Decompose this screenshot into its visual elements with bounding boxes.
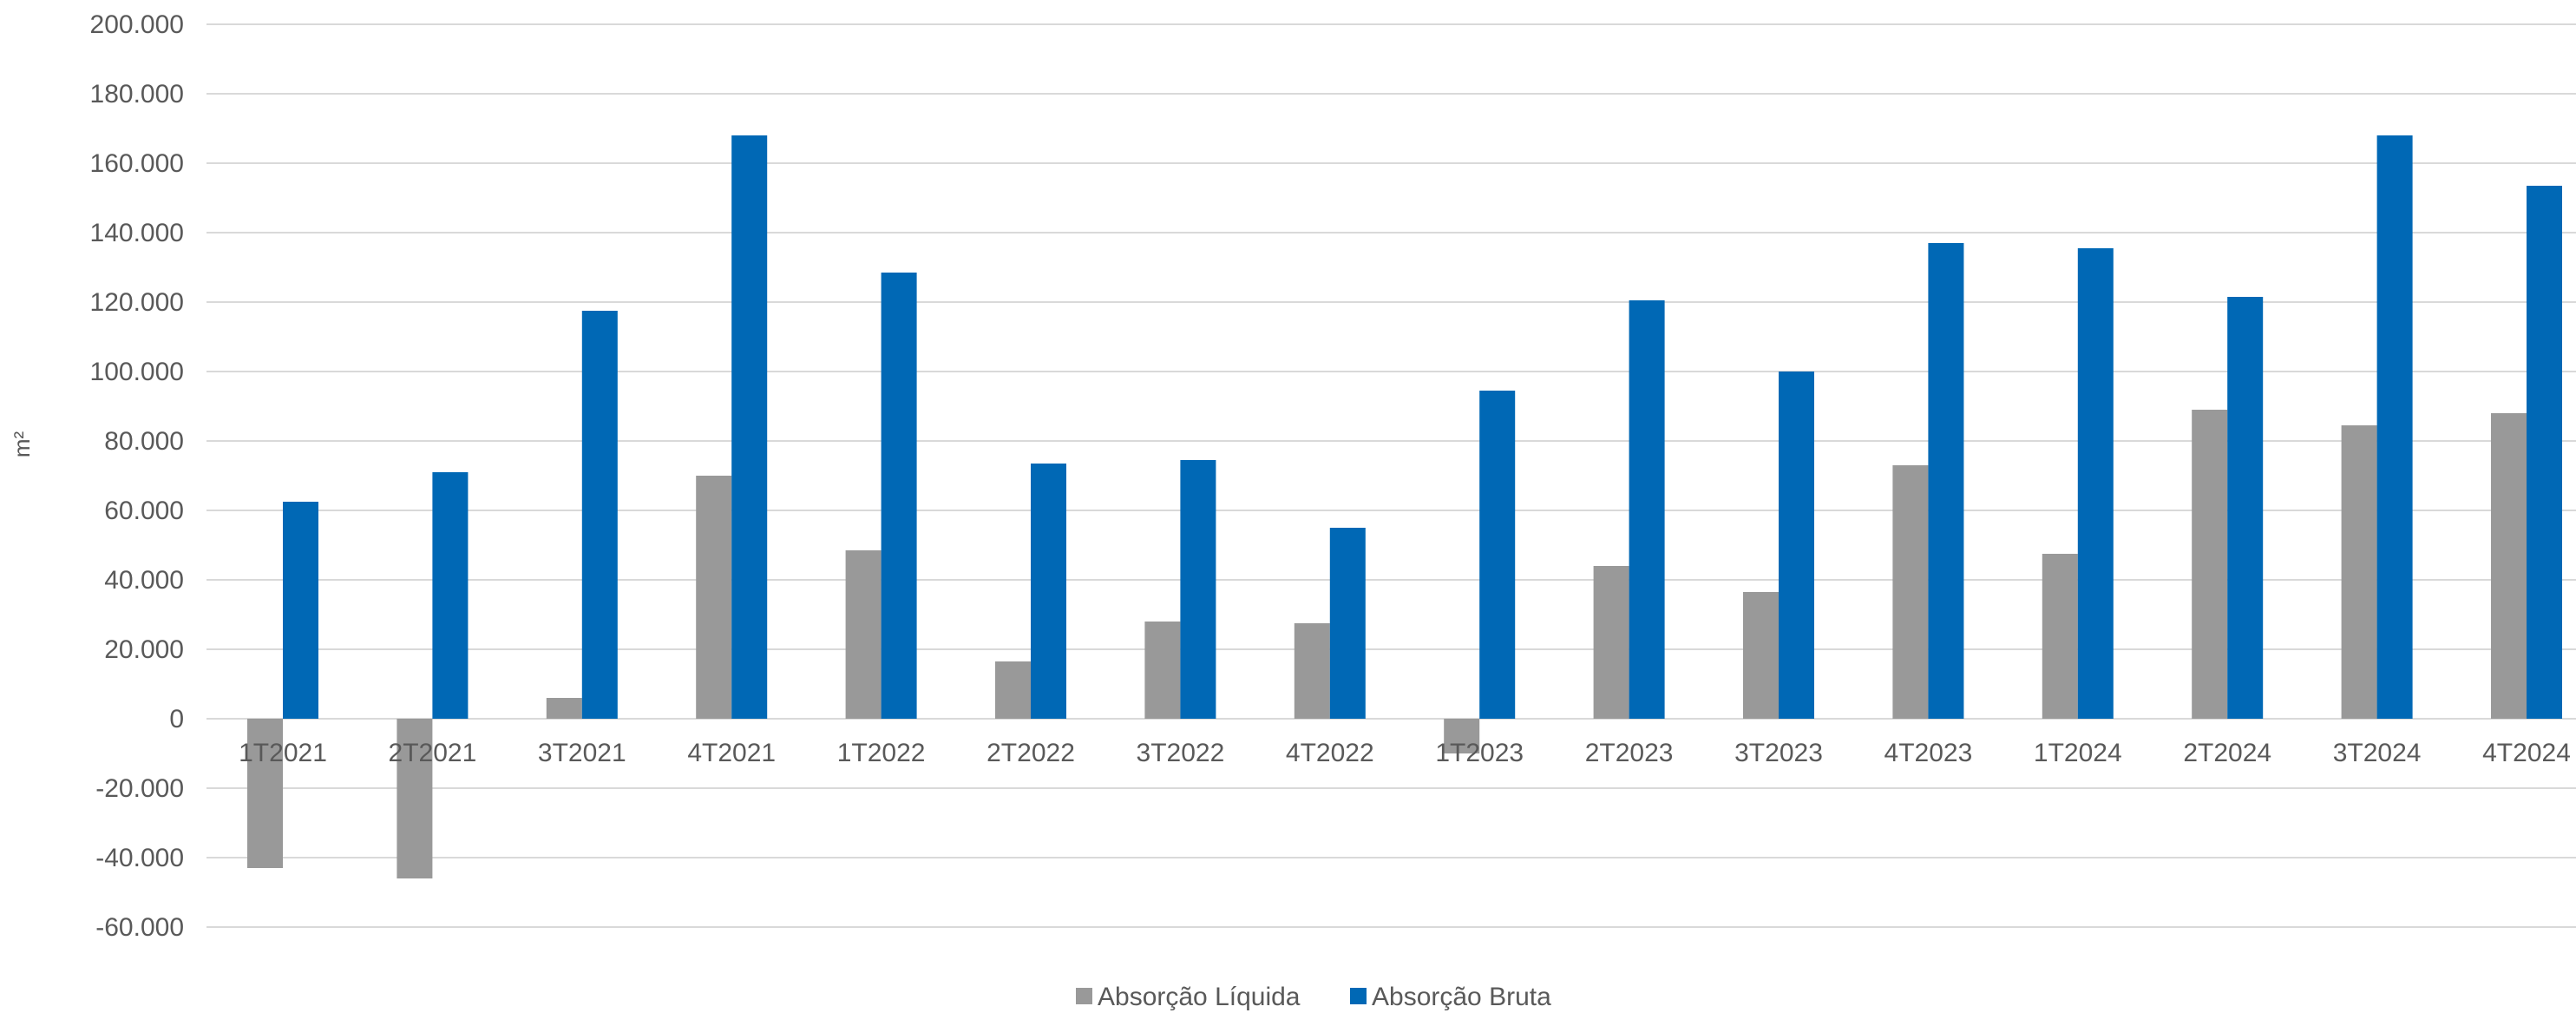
bar-absorcao-bruta-3t2024 <box>2376 135 2413 719</box>
legend: Absorção Líquida Absorção Bruta <box>1076 983 1551 1011</box>
y-tick-label: 120.000 <box>90 288 184 317</box>
bar-absorcao-bruta-2t2021 <box>432 472 469 719</box>
bar-absorcao-bruta-3t2022 <box>1180 460 1216 719</box>
bar-absorcao-bruta-4t2024 <box>2527 186 2562 719</box>
bars <box>247 135 2562 878</box>
legend-label-absorcao-liquida: Absorção Líquida <box>1098 983 1301 1011</box>
x-tick-label: 3T2024 <box>2333 739 2422 767</box>
y-tick-label: 160.000 <box>90 149 184 178</box>
y-tick-label: 0 <box>169 705 184 733</box>
bar-absorcao-liquida-4t2024 <box>2491 413 2527 719</box>
legend-swatch-absorcao-bruta <box>1350 988 1367 1004</box>
y-tick-label: -40.000 <box>95 844 184 872</box>
bar-absorcao-bruta-4t2022 <box>1329 528 1366 719</box>
y-tick-label: 80.000 <box>104 427 184 456</box>
bar-absorcao-liquida-3t2021 <box>546 698 582 719</box>
x-tick-label: 1T2024 <box>2034 739 2122 767</box>
bar-absorcao-bruta-3t2023 <box>1779 372 1814 719</box>
y-tick-label: 20.000 <box>104 635 184 664</box>
x-tick-label: 4T2022 <box>1286 739 1374 767</box>
y-tick-label: 40.000 <box>104 566 184 595</box>
x-tick-label: 3T2021 <box>538 739 626 767</box>
bar-absorcao-bruta-4t2021 <box>731 135 768 719</box>
x-tick-label: 2T2024 <box>2183 739 2271 767</box>
bar-absorcao-liquida-1t2024 <box>2042 554 2078 719</box>
x-tick-label: 2T2021 <box>389 739 477 767</box>
x-tick-label: 4T2024 <box>2482 739 2571 767</box>
bar-absorcao-bruta-1t2024 <box>2077 248 2114 719</box>
bar-absorcao-bruta-2t2022 <box>1031 464 1066 719</box>
bar-absorcao-bruta-2t2023 <box>1629 300 1665 719</box>
x-tick-label: 1T2021 <box>239 739 327 767</box>
legend-swatch-absorcao-liquida <box>1076 988 1092 1004</box>
y-tick-label: 60.000 <box>104 497 184 525</box>
x-tick-label: 2T2023 <box>1585 739 1674 767</box>
bar-absorcao-liquida-1t2023 <box>1444 719 1480 753</box>
bar-absorcao-liquida-1t2022 <box>845 550 882 719</box>
y-tick-label: -60.000 <box>95 913 184 942</box>
bar-absorcao-liquida-1t2021 <box>247 719 283 868</box>
y-tick-label: 180.000 <box>90 80 184 109</box>
bar-absorcao-bruta-1t2021 <box>283 502 318 719</box>
x-tick-label: 1T2022 <box>837 739 926 767</box>
bar-absorcao-bruta-1t2022 <box>881 273 917 719</box>
bar-absorcao-liquida-3t2022 <box>1144 622 1181 719</box>
x-tick-label: 3T2023 <box>1734 739 1823 767</box>
bar-absorcao-liquida-2t2021 <box>397 719 433 878</box>
bar-absorcao-liquida-4t2022 <box>1294 623 1330 719</box>
bar-absorcao-liquida-3t2023 <box>1743 592 1779 719</box>
bar-absorcao-bruta-1t2023 <box>1479 391 1516 719</box>
bar-absorcao-liquida-2t2024 <box>2192 410 2228 719</box>
x-axis-category-labels: 1T2021 2T2021 3T2021 4T2021 1T2022 2T2022 3T20… <box>239 739 2571 767</box>
bar-absorcao-liquida-4t2023 <box>1892 465 1929 719</box>
x-tick-label: 3T2022 <box>1137 739 1225 767</box>
y-axis-title: m² <box>9 431 35 458</box>
bar-absorcao-liquida-2t2022 <box>995 661 1031 719</box>
x-tick-label: 2T2022 <box>986 739 1075 767</box>
x-tick-label: 4T2021 <box>687 739 776 767</box>
bar-absorcao-bruta-3t2021 <box>581 311 618 719</box>
x-tick-label: 1T2023 <box>1435 739 1524 767</box>
y-axis-tick-labels: 200.000 180.000 160.000 140.000 120.000 100.0… <box>90 10 184 942</box>
bar-absorcao-liquida-2t2023 <box>1593 566 1629 719</box>
y-tick-label: 100.000 <box>90 358 184 386</box>
bar-absorcao-liquida-4t2021 <box>696 476 732 719</box>
bar-absorcao-bruta-4t2023 <box>1928 243 1964 719</box>
y-tick-label: -20.000 <box>95 774 184 803</box>
y-tick-label: 140.000 <box>90 219 184 247</box>
bar-absorcao-liquida-3t2024 <box>2341 425 2377 719</box>
y-tick-label: 200.000 <box>90 10 184 39</box>
bar-absorcao-bruta-2t2024 <box>2227 297 2264 719</box>
legend-label-absorcao-bruta: Absorção Bruta <box>1372 983 1551 1011</box>
x-tick-label: 4T2023 <box>1884 739 1973 767</box>
